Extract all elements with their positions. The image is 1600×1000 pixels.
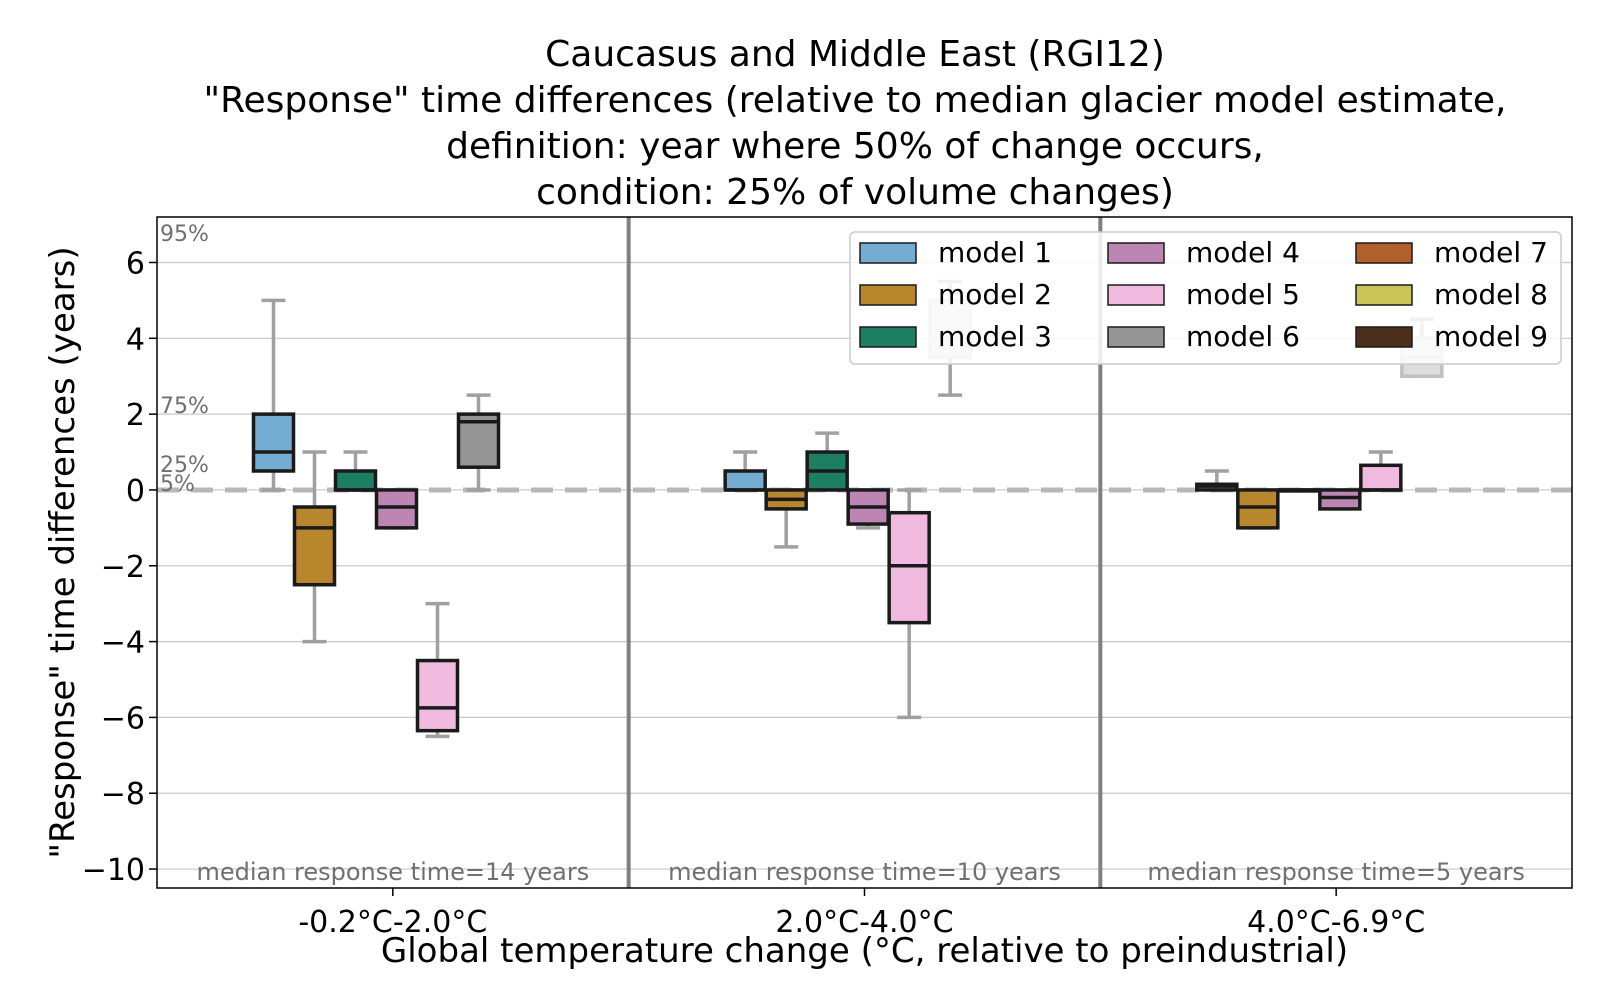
box-iqr: [887, 510, 931, 625]
legend-swatch-4: [1107, 242, 1165, 264]
box-g2-model-2: [764, 488, 808, 549]
legend: model 1 model 2 model 3 model 4 model 5 model…: [849, 231, 1562, 365]
title-line-4: condition: 25% of volume changes): [536, 172, 1174, 213]
legend-label-5: model 5: [1186, 278, 1300, 311]
chart-title: Caucasus and Middle East (RGI12) "Respon…: [204, 34, 1507, 213]
legend-swatch-9: [1355, 326, 1413, 348]
legend-swatch-3: [859, 326, 917, 348]
box-g1-model-5: [415, 601, 460, 739]
legend-label-1: model 1: [938, 236, 1052, 269]
title-line-1: Caucasus and Middle East (RGI12): [545, 34, 1165, 75]
y-axis-ticks: 6 4 2 0 −2 −4 −6 −8 −10: [82, 246, 157, 888]
legend-label-2: model 2: [938, 278, 1052, 311]
box-g1-model-3: [333, 450, 378, 492]
x-tick-label: 2.0°C-4.0°C: [775, 905, 953, 940]
box-g2-model-1: [723, 450, 767, 492]
box-iqr: [1318, 488, 1362, 511]
percentile-label-p75: 75%: [160, 394, 209, 419]
box-g3-model-5: [1359, 450, 1403, 492]
box-g3-model-2: [1236, 488, 1280, 530]
box-g1-model-2: [292, 450, 337, 644]
box-iqr: [292, 505, 337, 587]
median-response-annotation: median response time=10 years: [668, 858, 1061, 886]
y-axis-label: "Response" time differences (years): [43, 246, 83, 858]
x-axis-label: Global temperature change (°C, relative …: [381, 931, 1348, 971]
box-g3-model-4: [1318, 488, 1362, 511]
box-g3-model-1: [1195, 469, 1239, 492]
y-tick-label: −4: [101, 626, 145, 661]
box-g1-model-4: [374, 488, 419, 530]
legend-label-4: model 4: [1186, 236, 1300, 269]
group-annotations: median response time=14 years median resp…: [196, 858, 1524, 886]
legend-label-7: model 7: [1434, 236, 1548, 269]
box-iqr: [415, 658, 460, 733]
box-iqr: [374, 488, 419, 530]
legend-label-3: model 3: [938, 320, 1052, 353]
y-tick-label: −2: [101, 550, 145, 585]
legend-swatch-2: [859, 284, 917, 306]
y-tick-label: −6: [101, 701, 145, 736]
legend-swatch-6: [1107, 326, 1165, 348]
y-tick-label: 0: [126, 474, 145, 509]
percentile-label-p5: 5%: [160, 472, 195, 497]
y-tick-label: −8: [101, 777, 145, 812]
box-g1-model-6: [456, 393, 501, 492]
box-iqr: [1359, 463, 1403, 492]
median-response-annotation: median response time=5 years: [1147, 858, 1525, 886]
title-line-3: definition: year where 50% of change occ…: [446, 126, 1264, 167]
box-g2-model-5: [887, 488, 931, 720]
percentile-label-p25: 25%: [160, 453, 209, 478]
box-iqr: [251, 412, 296, 473]
legend-swatch-1: [859, 242, 917, 264]
percentile-labels: 95% 75% 25%5%: [160, 222, 209, 497]
box-g3-model-3: [1277, 488, 1321, 493]
percentile-label-p95: 95%: [160, 222, 209, 247]
legend-swatch-5: [1107, 284, 1165, 306]
y-tick-label: 2: [126, 398, 145, 433]
legend-swatch-7: [1355, 242, 1413, 264]
x-axis-ticks: -0.2°C-2.0°C 2.0°C-4.0°C 4.0°C-6.9°C: [298, 888, 1425, 940]
y-tick-label: −10: [82, 853, 145, 888]
legend-label-9: model 9: [1434, 320, 1548, 353]
box-g1-model-1: [251, 298, 296, 492]
y-tick-label: 4: [126, 322, 145, 357]
legend-swatch-8: [1355, 284, 1413, 306]
title-line-2: "Response" time differences (relative to…: [204, 80, 1507, 121]
x-tick-label: -0.2°C-2.0°C: [298, 905, 487, 940]
legend-label-6: model 6: [1186, 320, 1300, 353]
box-g2-model-3: [805, 431, 849, 492]
y-tick-label: 6: [126, 246, 145, 281]
x-tick-label: 4.0°C-6.9°C: [1247, 905, 1425, 940]
legend-label-8: model 8: [1434, 278, 1548, 311]
box-iqr: [723, 469, 767, 492]
median-response-annotation: median response time=14 years: [196, 858, 589, 886]
box-iqr: [1236, 488, 1280, 530]
box-g2-model-4: [846, 488, 890, 530]
box-iqr: [333, 469, 378, 492]
